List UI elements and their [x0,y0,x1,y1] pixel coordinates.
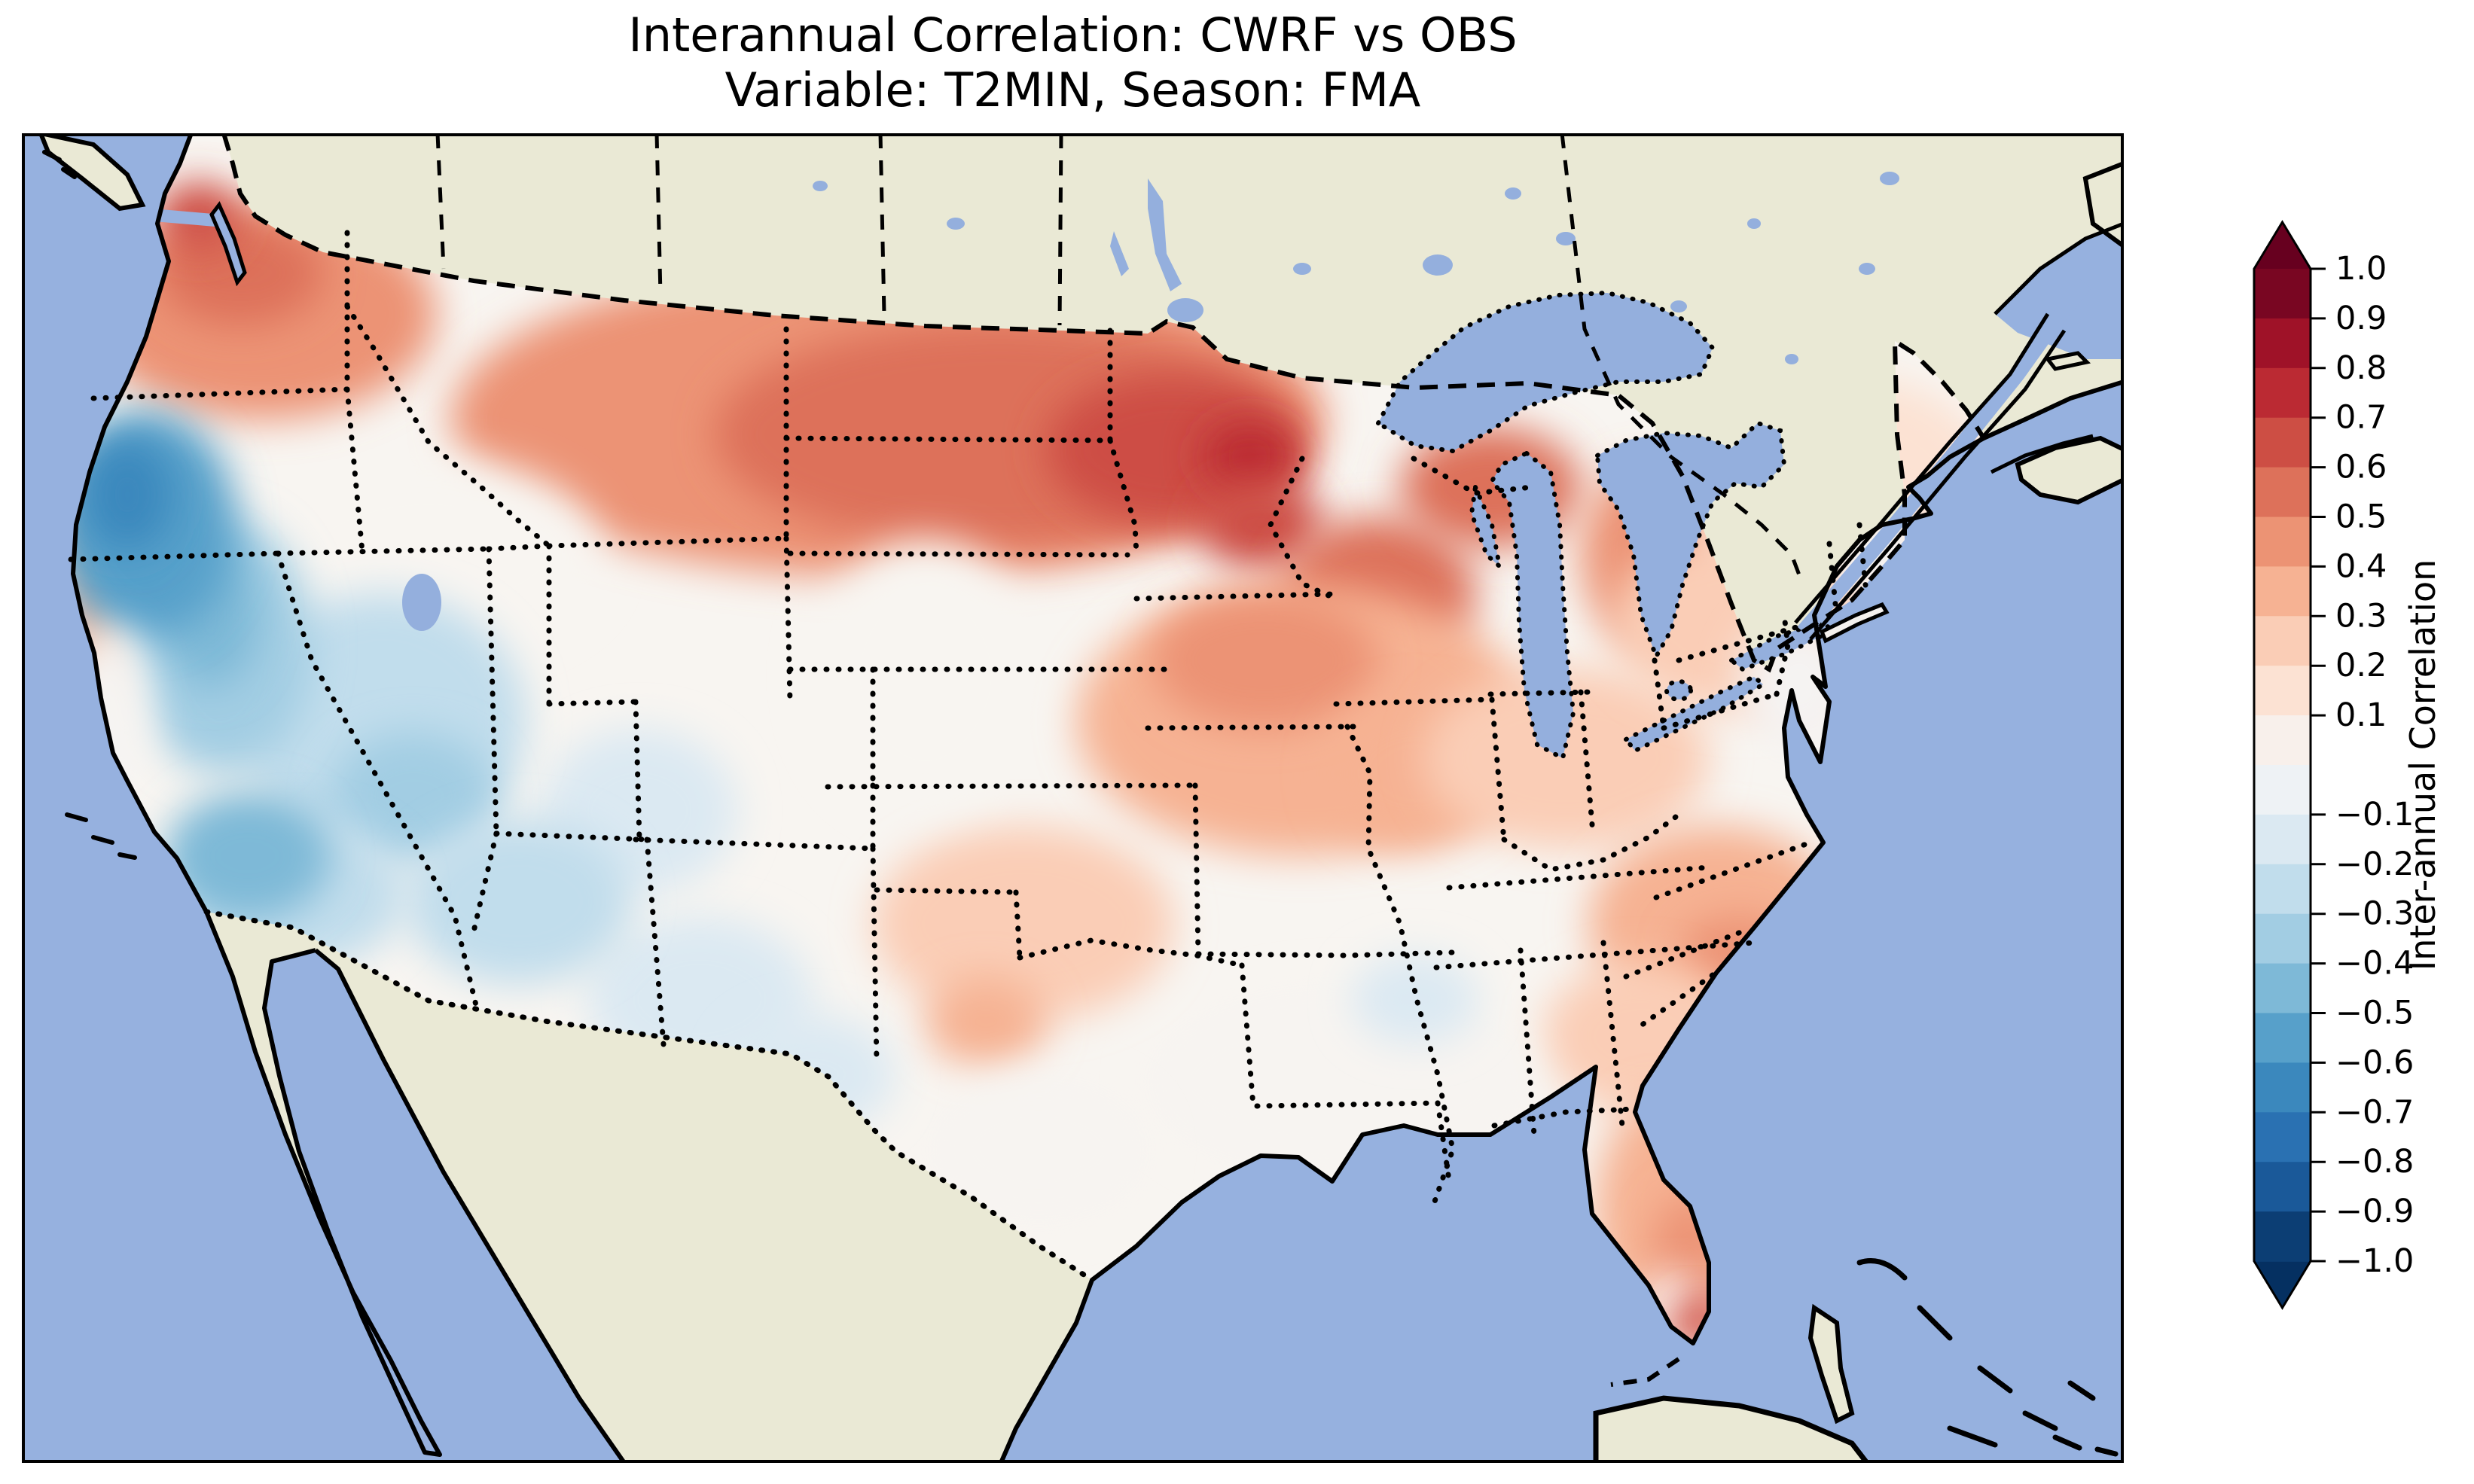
us-correlation-map [22,133,2124,1463]
field-region-ms-valley-lb [1351,954,1479,1044]
field-region-mn-south-dark [1199,480,1322,570]
lake-manitoba [1110,231,1129,276]
colorbar-label: Inter-annual Correlation [2402,559,2443,971]
national-borders [203,133,1986,1283]
nb-coast [1982,379,2124,440]
field-region-nca-core [82,438,172,551]
colorbar: 1.0 0.9 0.8 0.7 0.6 0.5 0.4 0.3 0.2 0.1 −0.1 −0.2 −0… [2253,220,2443,1310]
colorbar-tick-label: −0.5 [2335,995,2414,1032]
colorbar-tick-label: 0.6 [2335,449,2387,486]
maritimes [1982,160,2124,505]
colorbar-tick-label: 0.4 [2335,547,2387,585]
green-bay [1469,479,1503,572]
field-region-iowa-core [1152,593,1377,728]
field-region-ok-tx-pink [873,826,1174,1022]
colorbar-tick-label: −0.3 [2335,895,2414,933]
field-region-tx-spot [926,977,1046,1067]
colorbar-ticks: 1.0 0.9 0.8 0.7 0.6 0.5 0.4 0.3 0.2 0.1 −0.1 −0.2 −0… [2311,250,2414,1280]
colorbar-band-0.9-0.8 [2254,318,2311,369]
bay-of-fundy [1990,434,2094,474]
florida-keys [1610,1357,1680,1387]
cuba [1593,1395,1871,1463]
colorbar-tick-label: 0.5 [2335,498,2387,536]
coastlines [71,133,1985,1463]
colorbar-tick-label: −0.1 [2335,796,2414,833]
lake-superior [1375,290,1716,454]
andros-island [1807,1303,1855,1425]
bahamas-chain [1856,1258,2119,1457]
st-lawrence-river [1794,279,2091,641]
field-region-socal-blue [165,792,331,920]
colorbar-tick-label: 0.9 [2335,300,2387,337]
colorbar-band--0.2--0.3 [2254,864,2311,915]
colorbar-tick-label: 1.0 [2335,250,2387,288]
colorbar-band--0.8--0.9 [2254,1162,2311,1212]
colorbar-band-0.8-0.7 [2254,367,2311,419]
colorbar-tick-label: −0.9 [2335,1193,2414,1230]
caribbean [1593,1258,2119,1463]
field-region-s-tx-white [926,1074,1152,1225]
lake-st-clair [1664,679,1693,702]
gulf-st-lawrence [1995,224,2124,359]
title-line-1: Interannual Correlation: CWRF vs OBS [628,8,1518,62]
colorbar-band--0.4--0.5 [2254,963,2311,1014]
colorbar-band--0.9--1 [2254,1211,2311,1262]
colorbar-tick-label: 0.7 [2335,399,2387,437]
colorbar-band--0.1--0.2 [2254,814,2311,865]
ocean-atlantic [1001,224,2124,1463]
colorbar-band-0.3-0.2 [2254,616,2311,666]
lake-winnipeg [1148,178,1182,291]
colorbar-band--0.7--0.8 [2254,1112,2311,1163]
field-region-plains-white [813,540,1039,811]
colorbar-band--0.5--0.6 [2254,1013,2311,1064]
colorbar-band-0.1-0 [2254,715,2311,766]
lake-erie [1622,674,1768,754]
pei [2044,351,2091,371]
state-borders [68,230,1868,1213]
colorbar-band-0.7-0.6 [2254,417,2311,468]
colorbar-band-1-0.9 [2254,269,2311,319]
puget-sound [135,201,247,287]
long-island [1819,602,1890,644]
colorbar-outline [2253,220,2312,1310]
colorbar-band--0.3--0.4 [2254,913,2311,964]
colorbar-band--0.6--0.7 [2254,1062,2311,1114]
colorbar-tick-label: −0.8 [2335,1143,2414,1181]
nova-scotia [2015,435,2124,505]
colorbar-under-arrow [2254,1261,2311,1308]
colorbar-over-arrow [2254,222,2311,269]
colorbar-tick-label: −0.2 [2335,846,2414,883]
ocean-pacific [22,133,624,1463]
canada-lakes [813,172,1899,364]
field-region-mn-darkest [1203,422,1296,492]
colorbar-tick-label: 0.3 [2335,597,2387,635]
colorbar-band-0.6-0.5 [2254,467,2311,518]
lake-michigan [1489,450,1576,762]
figure-title: Interannual Correlation: CWRF vs OBS Var… [22,8,2124,117]
colorbar-tick-label: 0.1 [2335,696,2387,734]
field-region-nv-core [331,732,496,860]
province-borders [435,133,1805,586]
channel-islands [42,150,137,860]
field-region-az-blue [406,818,632,984]
us-canada-border [221,133,1986,673]
colorbar-band-0.2-0.1 [2254,666,2311,716]
colorbar-tick-label: −0.6 [2335,1044,2414,1081]
us-mexico-border [203,909,1095,1283]
colorbar-tick-label: −0.4 [2335,945,2414,983]
great-salt-lake [402,574,441,631]
colorbar-tick-label: 0.2 [2335,647,2387,684]
colorbar-band-0.5-0.4 [2254,517,2311,568]
colorbar-tick-label: −0.7 [2335,1093,2414,1131]
colorbar-tick-label: −1.0 [2335,1242,2414,1280]
colorbar-band-0--0.1 [2254,765,2311,815]
colorbar-bands [2254,222,2311,1308]
colorbar-tick-label: 0.8 [2335,349,2387,387]
colorbar-band-0.4-0.3 [2254,566,2311,617]
title-line-2: Variable: T2MIN, Season: FMA [725,62,1421,118]
map-frame [22,133,2124,1463]
gulf-coastline [1994,221,2124,315]
